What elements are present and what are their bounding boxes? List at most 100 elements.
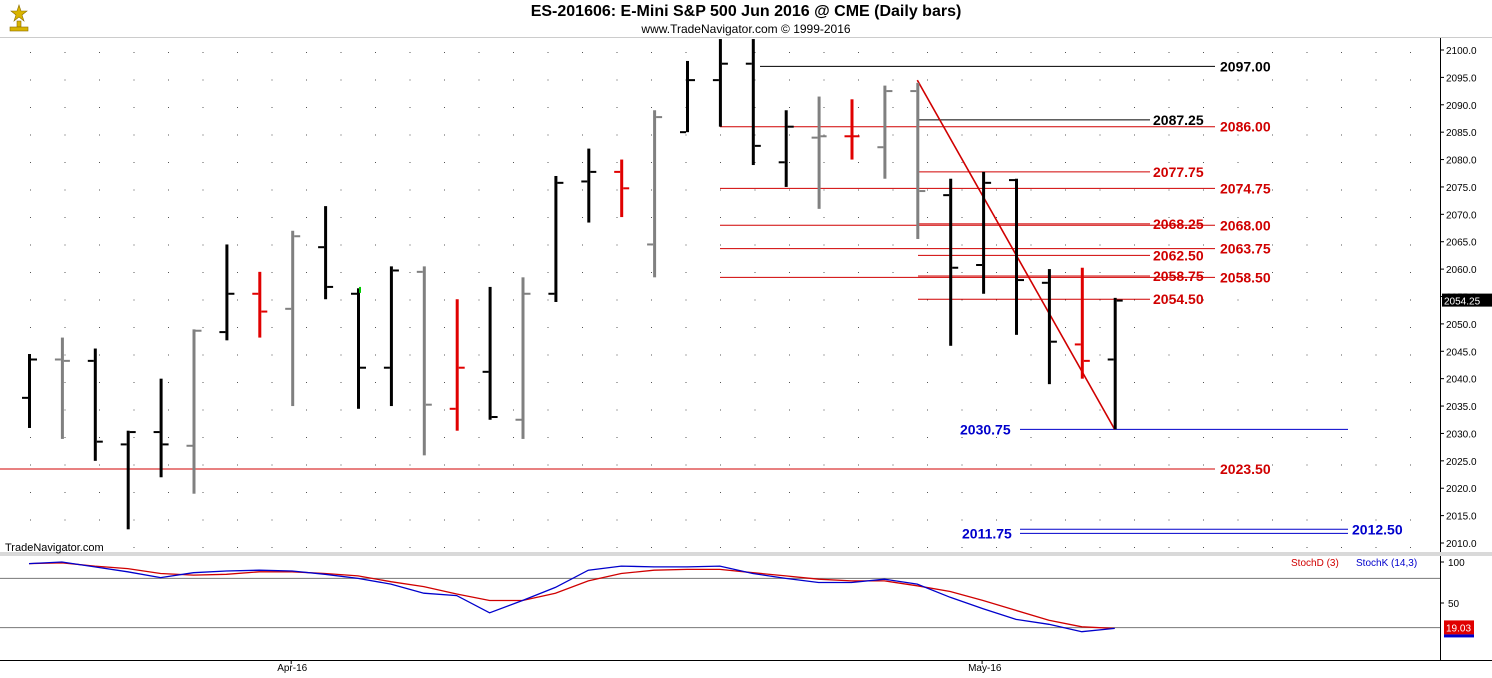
grid-dot: [444, 437, 445, 438]
grid-dot: [478, 162, 480, 163]
grid-dot: [547, 327, 549, 328]
grid-dot: [1203, 382, 1204, 383]
grid-dot: [1030, 52, 1032, 53]
bar-open-tick: [22, 396, 28, 399]
grid-dot: [133, 547, 135, 548]
grid-dot: [1272, 547, 1273, 548]
grid-dot: [927, 327, 928, 328]
grid-dot: [754, 409, 756, 411]
grid-dot: [1237, 299, 1239, 301]
grid-dot: [64, 409, 66, 411]
ohlc-bar: [614, 159, 630, 218]
grid-dot: [306, 272, 307, 273]
grid-dot: [237, 547, 238, 548]
grid-dot: [409, 437, 411, 438]
top-border: [0, 37, 1492, 38]
grid-dot: [547, 437, 549, 438]
grid-dot: [789, 79, 790, 81]
bar-range: [159, 378, 163, 478]
osc-tick-label: 100: [1448, 558, 1465, 569]
grid-dot: [1134, 217, 1135, 218]
grid-dot: [133, 299, 135, 301]
level-label: 2012.50: [1352, 521, 1403, 537]
grid-dot: [202, 134, 204, 136]
grid-dot: [789, 382, 790, 383]
grid-dot: [996, 354, 997, 356]
bar-close-tick: [1116, 299, 1123, 302]
grid-dot: [340, 107, 342, 108]
grid-dot: [892, 437, 894, 438]
grid-dot: [1237, 134, 1239, 136]
grid-dot: [340, 464, 342, 466]
grid-dot: [754, 382, 756, 383]
grid-dot: [1203, 327, 1204, 328]
chart-header: ES-201606: E-Mini S&P 500 Jun 2016 @ CME…: [0, 0, 1492, 37]
level-label: 2054.50: [1153, 291, 1204, 307]
grid-dot: [927, 107, 928, 108]
grid-dot: [1410, 464, 1411, 466]
grid-dot: [685, 244, 687, 246]
grid-dot: [582, 189, 583, 191]
level-label: 2058.50: [1220, 269, 1271, 285]
grid-dot: [513, 327, 514, 328]
grid-dot: [720, 547, 721, 548]
grid-dot: [513, 217, 514, 218]
grid-dot: [30, 134, 31, 136]
bar-open-tick: [778, 161, 785, 164]
grid-dot: [1065, 437, 1066, 438]
ohlc-bar: [976, 171, 992, 294]
grid-dot: [927, 79, 928, 81]
grid-dot: [237, 354, 238, 356]
grid-dot: [1203, 492, 1204, 493]
bar-open-tick: [1074, 343, 1081, 346]
grid-dot: [202, 189, 204, 191]
grid-dot: [685, 409, 687, 411]
grid-dot: [478, 519, 480, 521]
bar-close-tick: [96, 440, 103, 443]
grid-dot: [1375, 79, 1377, 81]
grid-dot: [1065, 354, 1066, 356]
grid-dot: [1134, 52, 1135, 53]
bar-close-tick: [787, 125, 794, 128]
grid-dot: [1306, 327, 1308, 328]
grid-dot: [582, 299, 583, 301]
grid-dot: [823, 464, 825, 466]
grid-dot: [1168, 134, 1170, 136]
grid-dot: [1030, 464, 1032, 466]
grid-dot: [789, 217, 790, 218]
grid-dot: [754, 519, 756, 521]
grid-dot: [1410, 79, 1411, 81]
grid-dot: [1375, 107, 1377, 108]
grid-dot: [1375, 409, 1377, 411]
grid-dot: [340, 244, 342, 246]
grid-dot: [754, 217, 756, 218]
bar-close-tick: [162, 443, 169, 446]
price-tick-label: 2075.0: [1446, 183, 1477, 194]
ohlc-bar: [449, 299, 465, 431]
level-label: 2074.75: [1220, 180, 1271, 196]
green-marker: [359, 286, 361, 293]
grid-dot: [168, 437, 169, 438]
stochk-line: [28, 561, 1115, 633]
grid-dot: [823, 107, 825, 108]
grid-dot: [1341, 327, 1342, 328]
grid-dot: [99, 519, 100, 521]
grid-dot: [375, 162, 376, 163]
grid-dot: [1030, 217, 1032, 218]
grid-dot: [685, 299, 687, 301]
grid-dot: [409, 52, 411, 53]
grid-dot: [616, 382, 618, 383]
bar-range: [718, 39, 722, 127]
grid-dot: [823, 437, 825, 438]
grid-dot: [1410, 354, 1411, 356]
grid-dot: [340, 217, 342, 218]
bar-range: [982, 171, 986, 294]
grid-dot: [996, 272, 997, 273]
grid-dot: [30, 79, 31, 81]
grid-dot: [1203, 464, 1204, 466]
grid-dot: [409, 492, 411, 493]
grid-dot: [616, 327, 618, 328]
grid-dot: [547, 244, 549, 246]
grid-dot: [444, 519, 445, 521]
grid-dot: [1341, 79, 1342, 81]
